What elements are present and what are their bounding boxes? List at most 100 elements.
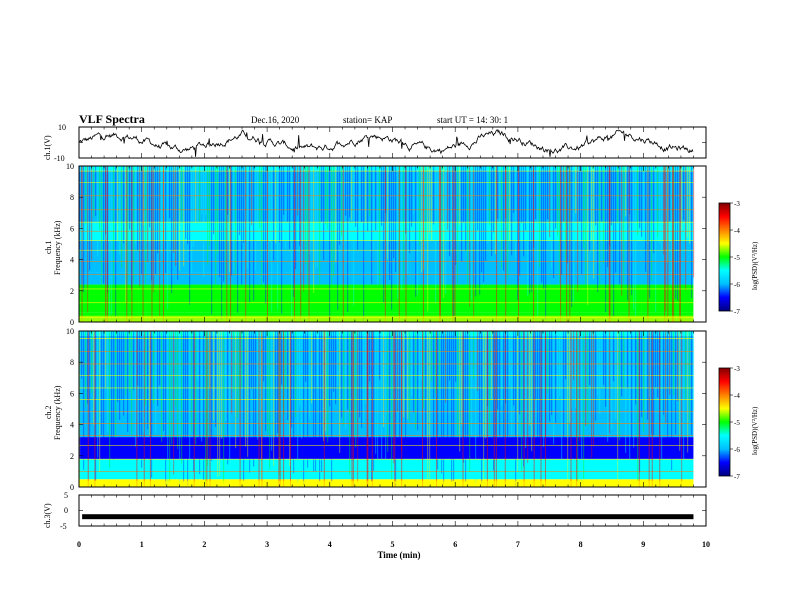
spectrogram-burst	[679, 166, 681, 322]
colorbar-tick-label: -3	[734, 200, 740, 208]
spectrogram-burst	[422, 331, 424, 487]
spectrogram-stripe	[609, 331, 611, 434]
spectrogram-stripe	[189, 331, 191, 464]
spectrogram-stripe	[311, 331, 313, 404]
spectrogram-stripe	[263, 331, 265, 382]
spectrogram-stripe	[335, 331, 337, 405]
spectrogram-stripe	[565, 331, 567, 380]
spectrogram-stripe	[343, 331, 345, 426]
spectrogram-band	[79, 437, 694, 459]
colorbar-1-ticks: -3 -4 -5 -6 -7	[730, 200, 740, 316]
colorbar-1: -3 -4 -5 -6 -7 log(PSD)(V²/Hz)	[718, 200, 759, 316]
spectrogram-burst	[87, 331, 89, 487]
spectrogram-stripe	[233, 331, 235, 393]
spectrogram-stripe	[175, 331, 177, 408]
spectrogram-stripe	[115, 166, 117, 318]
spectrogram-burst	[647, 166, 649, 322]
spectrogram-stripe	[425, 331, 427, 437]
spectrogram-stripe	[683, 331, 685, 480]
spectrogram-stripe	[605, 166, 607, 312]
spectrogram-stripe	[329, 331, 331, 407]
spectrogram-stripe	[393, 166, 395, 259]
spectrogram-stripe	[627, 331, 629, 389]
spectrogram-lowband	[79, 315, 694, 322]
spectrogram-burst	[436, 331, 438, 487]
spectrogram-stripe	[341, 331, 343, 418]
spectrogram-stripe	[197, 166, 199, 238]
spectrogram-stripe	[99, 331, 101, 473]
spectrogram-stripe	[91, 331, 93, 393]
ch1-spectrogram-ticks: 0 2 4 6 8 10	[66, 162, 707, 327]
spectrogram-burst	[398, 166, 400, 322]
spectrogram-stripe	[527, 331, 529, 464]
spectrogram-stripe	[221, 166, 223, 320]
spectrogram-stripe	[691, 166, 693, 299]
spectrogram-stripe	[121, 331, 123, 400]
spectrogram-stripe	[163, 331, 165, 432]
colorbar-2-ticks: -3 -4 -5 -6 -7	[730, 365, 740, 481]
spectrogram-stripe	[125, 166, 127, 302]
spectrogram-stripe	[387, 166, 389, 260]
spectrogram-stripe	[525, 166, 527, 231]
spectrogram-stripe	[159, 331, 161, 386]
spectrogram-stripe	[675, 166, 677, 299]
spectrogram-stripe	[567, 166, 569, 264]
colorbar-2: -3 -4 -5 -6 -7 log(PSD)(V²/Hz)	[718, 365, 759, 481]
spectrogram-stripe	[205, 166, 207, 215]
colorbar-tick-label: -7	[734, 473, 740, 481]
spectrogram-stripe	[649, 166, 651, 299]
spectrogram-stripe	[679, 331, 681, 451]
ch1-spectrogram	[79, 166, 706, 322]
x-tick-label: 7	[516, 540, 520, 549]
spectrogram-burst	[518, 166, 520, 322]
spectrogram-stripe	[655, 331, 657, 388]
spectrogram-stripe	[313, 166, 315, 294]
spectrogram-stripe	[395, 166, 397, 272]
y-tick-label: 4	[70, 421, 74, 430]
spectrogram-stripe	[581, 166, 583, 275]
spectrogram-stripe	[87, 166, 89, 313]
spectrogram-stripe	[529, 166, 531, 294]
spectrogram-stripe	[569, 331, 571, 423]
spectrogram-stripe	[687, 166, 689, 238]
spectrogram-burst	[452, 166, 454, 322]
spectrogram-stripe	[555, 166, 557, 229]
spectrogram-stripe	[517, 166, 519, 300]
spectrogram-stripe	[337, 331, 339, 386]
spectrogram-stripe	[363, 166, 365, 321]
spectrogram-stripe	[679, 166, 681, 321]
spectrogram-stripe	[323, 166, 325, 260]
spectrogram-stripe	[571, 166, 573, 308]
spectrogram-stripe	[677, 331, 679, 402]
spectrogram-stripe	[427, 331, 429, 484]
spectrogram-burst	[352, 331, 354, 487]
spectrogram-stripe	[245, 331, 247, 447]
spectrogram-stripe	[345, 331, 347, 430]
spectrogram-empty	[693, 331, 706, 487]
spectrogram-burst	[308, 166, 310, 322]
ch2-ylabel-channel: ch.2	[44, 405, 53, 419]
spectrogram-burst	[193, 331, 195, 487]
spectrogram-stripe	[331, 331, 333, 483]
spectrogram-burst	[131, 166, 133, 322]
colorbar-2-gradient	[718, 367, 731, 477]
spectrogram-burst	[560, 166, 562, 322]
spectrogram-stripe	[641, 331, 643, 418]
spectrogram-stripe	[97, 331, 99, 458]
spectrogram-stripe	[485, 166, 487, 261]
y-tick-label: 2	[70, 287, 74, 296]
spectrogram-stripe	[637, 166, 639, 236]
spectrogram-stripe	[345, 166, 347, 216]
spectrogram-band	[79, 458, 694, 480]
spectrogram-stripe	[229, 166, 231, 272]
spectrogram-stripe	[223, 166, 225, 282]
spectrogram-stripe	[429, 331, 431, 479]
spectrogram-stripe	[399, 331, 401, 456]
spectrogram-stripe	[583, 166, 585, 249]
spectrogram-stripe	[415, 331, 417, 430]
spectrogram-stripe	[605, 331, 607, 407]
spectrogram-stripe	[411, 166, 413, 227]
spectrogram-stripe	[85, 166, 87, 225]
station-label: station= KAP	[343, 115, 392, 125]
spectrogram-stripe	[191, 331, 193, 433]
